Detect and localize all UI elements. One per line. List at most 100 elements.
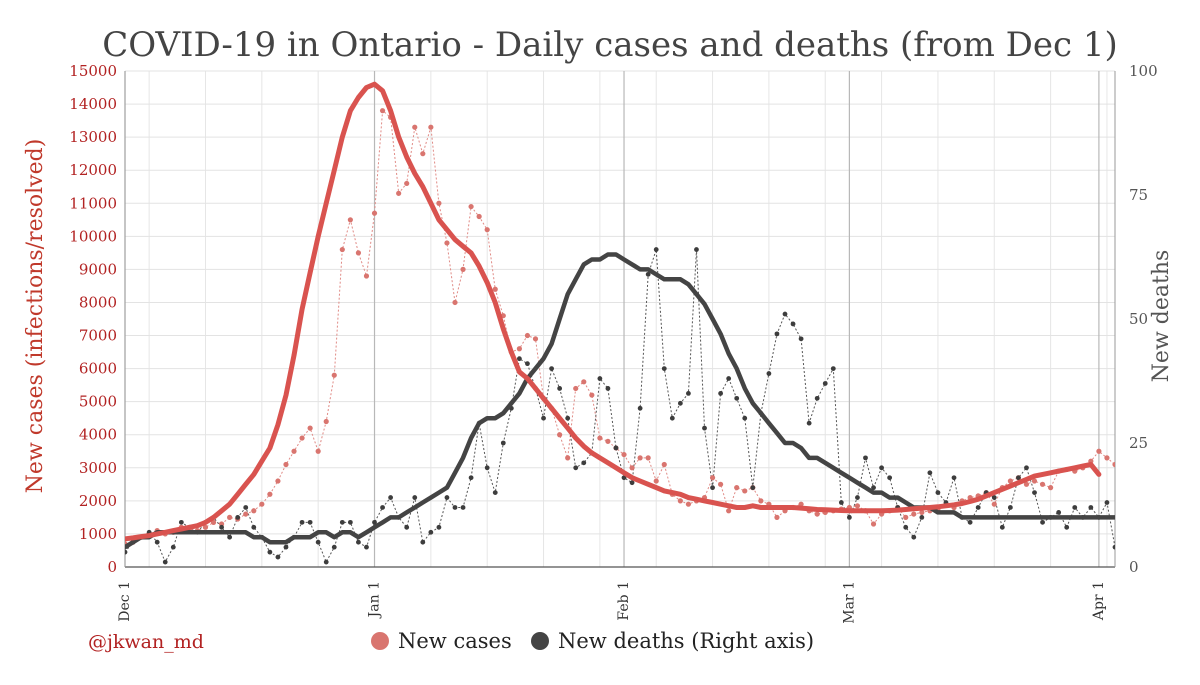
deaths-daily-point xyxy=(951,475,957,481)
cases-daily-point xyxy=(436,200,442,206)
deaths-daily-point xyxy=(605,386,611,391)
deaths-daily-point xyxy=(516,356,522,362)
deaths-daily-point xyxy=(822,381,828,386)
deaths-daily-point xyxy=(935,490,941,495)
x-tick-label: Mar 1 xyxy=(841,581,857,624)
deaths-daily-point xyxy=(734,395,740,401)
left-tick-label: 12000 xyxy=(69,161,117,179)
cases-daily-point xyxy=(1104,455,1110,461)
deaths-daily-point xyxy=(686,391,691,396)
deaths-daily-point xyxy=(125,549,128,555)
cases-daily-point xyxy=(484,227,490,233)
cases-daily-point xyxy=(685,501,692,507)
deaths-daily-point xyxy=(879,465,884,471)
deaths-daily-point xyxy=(219,524,224,530)
cases-daily-point xyxy=(267,491,273,497)
deaths-daily-point xyxy=(694,247,699,252)
deaths-daily-point xyxy=(838,500,844,505)
cases-daily-point xyxy=(573,385,579,392)
legend-cases-label: New cases xyxy=(398,629,512,653)
cases-daily-point xyxy=(428,124,434,130)
legend: New cases New deaths (Right axis) xyxy=(371,629,814,653)
grid xyxy=(124,70,1116,568)
deaths-daily-point xyxy=(1104,500,1110,505)
deaths-daily-point xyxy=(170,544,176,550)
right-tick-label: 25 xyxy=(1129,434,1148,452)
series-layer xyxy=(125,81,1126,565)
deaths-daily-point xyxy=(1056,510,1062,515)
cases-daily-point xyxy=(661,461,667,468)
deaths-daily-point xyxy=(863,455,868,461)
left-tick-label: 9000 xyxy=(79,260,117,278)
cases-daily-point xyxy=(991,501,997,507)
deaths-daily-point xyxy=(364,544,369,550)
deaths-daily-point xyxy=(460,505,466,510)
cases-daily-point xyxy=(903,514,909,521)
cases-daily-point xyxy=(798,501,804,507)
left-tick-label: 0 xyxy=(107,558,117,576)
deaths-daily-point xyxy=(806,420,812,426)
deaths-daily-point xyxy=(1112,544,1115,550)
cases-daily-point xyxy=(339,246,345,253)
deaths-daily-point xyxy=(235,515,241,520)
deaths-daily-point xyxy=(798,336,804,342)
deaths-daily-point xyxy=(404,524,410,530)
x-tick-label: Apr 1 xyxy=(1091,581,1107,621)
deaths-daily-point xyxy=(557,386,563,391)
deaths-daily-point xyxy=(774,331,780,337)
deaths-daily-point xyxy=(613,445,619,451)
deaths-daily-point xyxy=(243,505,249,510)
cases-daily-point xyxy=(1023,481,1030,487)
deaths-daily-point xyxy=(525,361,530,367)
chart-title: COVID-19 in Ontario - Daily cases and de… xyxy=(102,25,1118,65)
cases-daily-point xyxy=(444,240,450,246)
cases-daily-point xyxy=(331,372,337,378)
x-axis-ticks: Dec 1 Jan 1 Feb 1 Mar 1 Apr 1 xyxy=(117,581,1107,624)
cases-daily-point xyxy=(557,432,563,438)
deaths-daily-point xyxy=(742,415,748,421)
cases-daily-point xyxy=(315,448,321,454)
deaths-daily-point xyxy=(1121,545,1126,550)
cases-daily-point xyxy=(275,478,281,484)
plot-area xyxy=(125,81,1126,565)
left-tick-label: 5000 xyxy=(79,393,117,411)
cases-daily-point xyxy=(734,485,740,491)
deaths-daily-point xyxy=(887,475,893,481)
left-tick-label: 14000 xyxy=(69,95,117,113)
cases-daily-point xyxy=(1096,448,1102,454)
cases-daily-point xyxy=(1007,478,1013,484)
cases-daily-point xyxy=(355,250,362,256)
deaths-daily-point xyxy=(927,470,933,476)
cases-daily-point xyxy=(726,508,732,514)
deaths-daily-point xyxy=(331,544,337,550)
cases-daily-point xyxy=(323,418,329,425)
cases-daily-point xyxy=(404,180,410,187)
deaths-daily-point xyxy=(428,529,434,535)
cases-daily-point xyxy=(420,151,426,157)
left-tick-label: 15000 xyxy=(69,62,117,80)
left-tick-label: 10000 xyxy=(69,227,117,245)
cases-daily-point xyxy=(396,190,402,196)
cases-daily-point xyxy=(629,465,635,471)
deaths-daily-point xyxy=(855,495,860,500)
left-tick-label: 7000 xyxy=(79,327,117,345)
cases-average-line xyxy=(125,81,1102,542)
deaths-daily-point xyxy=(718,391,724,396)
deaths-daily-point xyxy=(500,440,506,446)
cases-daily-point xyxy=(532,336,539,342)
cases-daily-point xyxy=(363,273,370,279)
deaths-daily-point xyxy=(307,519,313,525)
cases-daily-point xyxy=(468,203,474,210)
right-axis-ticks: 0 25 50 75 100 xyxy=(1129,62,1158,576)
right-tick-label: 50 xyxy=(1129,310,1148,328)
deaths-daily-point xyxy=(830,366,836,371)
deaths-daily-point xyxy=(967,519,973,525)
left-axis-ticks: 0 1000 2000 3000 4000 5000 6000 7000 8000 9000 100… xyxy=(69,62,117,576)
deaths-daily-point xyxy=(629,480,635,486)
deaths-daily-point xyxy=(702,425,707,431)
cases-daily-point xyxy=(412,124,418,130)
deaths-daily-point xyxy=(227,534,233,540)
cases-daily-point xyxy=(565,455,571,461)
deaths-daily-point xyxy=(726,376,732,381)
cases-daily-point xyxy=(814,511,820,517)
